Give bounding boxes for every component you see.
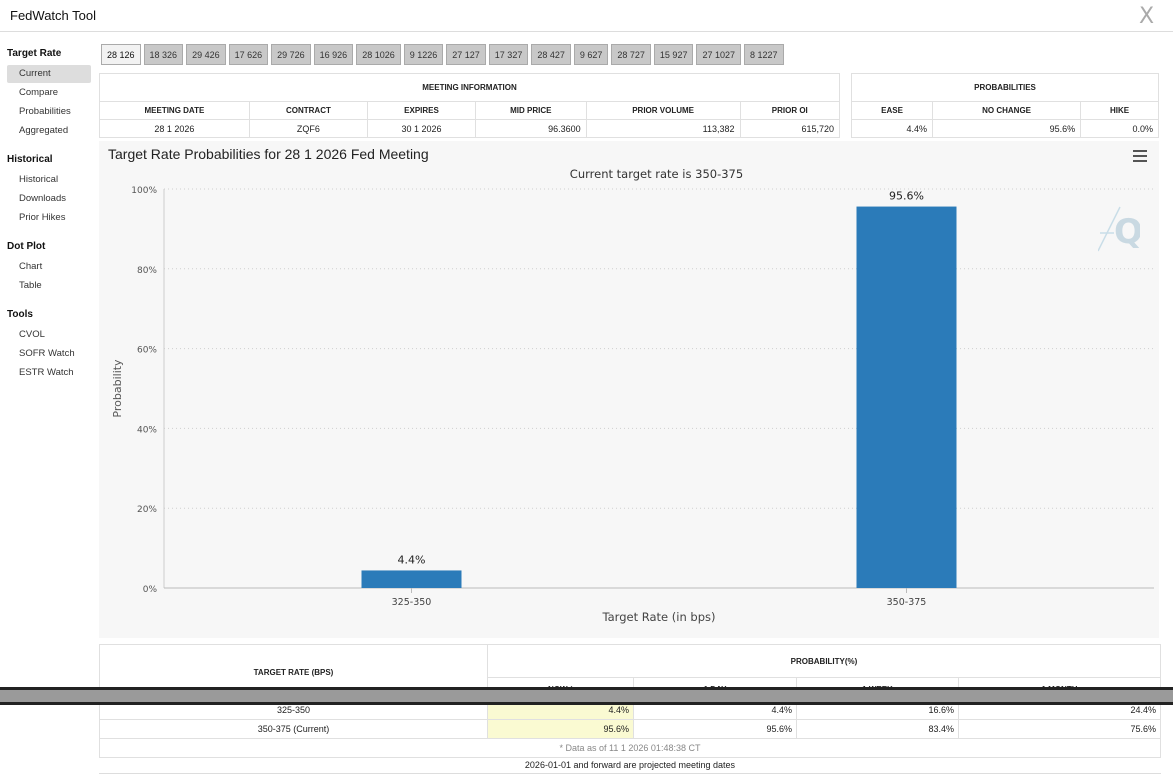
bar-chart: 0% 20% 40% 60% 80% 100% 4.4% 325-350 95.6% 350-37… — [111, 186, 1154, 624]
meeting-tab[interactable]: 15 927 — [653, 44, 694, 65]
column-header: CONTRACT — [248, 101, 369, 120]
sidebar-heading: Dot Plot — [7, 241, 46, 252]
data-label: 4.4% — [398, 553, 426, 566]
probabilities-table: PROBABILITIES EASE NO CHANGE HIKE 4.4% 9… — [850, 73, 1159, 138]
column-header: MID PRICE — [474, 101, 587, 120]
ease-value: 4.4% — [850, 119, 934, 138]
prob-1-day-cell: 95.6% — [633, 719, 797, 739]
prob-now-cell: 95.6% — [487, 719, 634, 739]
meeting-tab[interactable]: 16 926 — [313, 44, 354, 65]
sidebar-item-prior-hikes[interactable]: Prior Hikes — [19, 212, 66, 223]
sidebar-item-compare[interactable]: Compare — [19, 87, 59, 98]
column-header: EXPIRES — [367, 101, 476, 120]
table-row: 325-350 4.4% 4.4% 16.6% 24.4% — [99, 700, 1161, 720]
close-icon[interactable]: X — [1139, 4, 1155, 29]
sidebar-item-probabilities[interactable]: Probabilities — [19, 106, 71, 117]
prob-now-cell: 4.4% — [487, 700, 634, 720]
x-tick-label: 325-350 — [392, 597, 432, 608]
meeting-tab[interactable]: 17 626 — [228, 44, 269, 65]
column-header: PRIOR VOLUME — [585, 101, 741, 120]
sidebar-group-target-rate: Target Rate Current Compare Probabilitie… — [0, 44, 95, 140]
meeting-tab[interactable]: 28 1026 — [356, 44, 401, 65]
sidebar-group-tools: Tools CVOL SOFR Watch ESTR Watch — [0, 305, 95, 382]
bar — [856, 206, 957, 588]
x-axis-title: Target Rate (in bps) — [602, 610, 716, 624]
column-header: HIKE — [1080, 101, 1159, 120]
prior-oi-value: 615,720 — [739, 119, 841, 138]
data-label: 95.6% — [889, 190, 924, 203]
no-change-value: 95.6% — [932, 119, 1082, 138]
hike-value: 0.0% — [1080, 119, 1159, 138]
sidebar-item-current[interactable]: Current — [7, 65, 91, 83]
y-tick-label: 80% — [137, 266, 157, 276]
chart-subtitle: Current target rate is 350-375 — [569, 167, 744, 181]
column-header: PRIOR OI — [739, 101, 841, 120]
probabilities-caption: PROBABILITIES — [851, 73, 1159, 102]
sidebar-item-sofr-watch[interactable]: SOFR Watch — [19, 348, 75, 359]
meeting-date-value: 28 1 2026 — [99, 119, 250, 138]
sidebar: Target Rate Current Compare Probabilitie… — [0, 44, 95, 392]
sidebar-heading: Tools — [7, 309, 33, 320]
sidebar-item-estr-watch[interactable]: ESTR Watch — [19, 367, 74, 378]
bar — [361, 570, 462, 588]
meeting-tab[interactable]: 8 1227 — [744, 44, 784, 65]
y-tick-label: 20% — [137, 505, 157, 515]
meeting-tab[interactable]: 17 327 — [488, 44, 529, 65]
chart-menu-icon[interactable] — [1133, 150, 1147, 162]
svg-text:Q: Q — [1114, 212, 1140, 252]
prob-1-week-cell: 83.4% — [796, 719, 959, 739]
contract-value: ZQF6 — [248, 119, 369, 138]
sidebar-heading: Historical — [7, 154, 53, 165]
y-tick-label: 60% — [137, 346, 157, 356]
sidebar-group-historical: Historical Historical Downloads Prior Hi… — [0, 150, 95, 227]
meeting-tab[interactable]: 28 427 — [531, 44, 571, 65]
table-row: 350-375 (Current) 95.6% 95.6% 83.4% 75.6… — [99, 719, 1161, 739]
sidebar-heading: Target Rate — [7, 48, 62, 59]
sidebar-item-cvol[interactable]: CVOL — [19, 329, 45, 340]
meeting-tab[interactable]: 28 727 — [611, 44, 651, 65]
meeting-tab[interactable]: 9 1226 — [403, 44, 444, 65]
divider — [99, 773, 1161, 774]
column-header: MEETING DATE — [99, 101, 250, 120]
prob-1-month-cell: 75.6% — [958, 719, 1161, 739]
app-title: FedWatch Tool — [10, 8, 96, 23]
sidebar-item-historical[interactable]: Historical — [19, 174, 59, 185]
title-bar: FedWatch Tool X — [0, 0, 1173, 32]
meeting-info-caption: MEETING INFORMATION — [99, 73, 840, 102]
probability-group-header: PROBABILITY(%) — [487, 643, 1161, 679]
meeting-tab[interactable]: 27 1027 — [696, 44, 741, 65]
sidebar-item-downloads[interactable]: Downloads — [19, 193, 66, 204]
sidebar-item-aggregated[interactable]: Aggregated — [19, 125, 69, 136]
meeting-tab[interactable]: 29 426 — [186, 44, 226, 65]
meeting-tabs: 28 126 18 326 29 426 17 626 29 726 16 92… — [101, 44, 784, 65]
y-tick-label: 100% — [131, 186, 157, 196]
meeting-tab[interactable]: 29 726 — [271, 44, 311, 65]
chart-title: Target Rate Probabilities for 28 1 2026 … — [108, 146, 429, 162]
y-tick-label: 40% — [137, 425, 157, 435]
overlay-bar — [0, 687, 1173, 705]
projected-dates-note: 2026-01-01 and forward are projected mee… — [524, 760, 736, 770]
sidebar-item-chart[interactable]: Chart — [19, 261, 43, 272]
prior-volume-value: 113,382 — [585, 119, 741, 138]
meeting-tab[interactable]: 18 326 — [143, 44, 184, 65]
q-logo-icon: Q — [1098, 206, 1140, 252]
column-header: EASE — [850, 101, 934, 120]
data-timestamp-footnote: * Data as of 11 1 2026 01:48:38 CT — [99, 738, 1161, 758]
sidebar-item-table[interactable]: Table — [19, 280, 42, 291]
chart-panel: Target Rate Probabilities for 28 1 2026 … — [99, 141, 1159, 638]
meeting-tab[interactable]: 27 127 — [446, 44, 486, 65]
expires-value: 30 1 2026 — [367, 119, 476, 138]
y-axis-title: Probability — [111, 359, 124, 418]
column-header: NO CHANGE — [932, 101, 1082, 120]
x-tick-label: 350-375 — [887, 597, 927, 608]
mid-price-value: 96.3600 — [474, 119, 587, 138]
meeting-tab[interactable]: 9 627 — [573, 44, 609, 65]
y-tick-label: 0% — [143, 585, 158, 595]
target-rate-cell: 350-375 (Current) — [99, 719, 488, 739]
meeting-info-table: MEETING INFORMATION MEETING DATE CONTRAC… — [99, 73, 841, 138]
meeting-tab[interactable]: 28 126 — [101, 44, 141, 65]
sidebar-group-dot-plot: Dot Plot Chart Table — [0, 237, 95, 295]
